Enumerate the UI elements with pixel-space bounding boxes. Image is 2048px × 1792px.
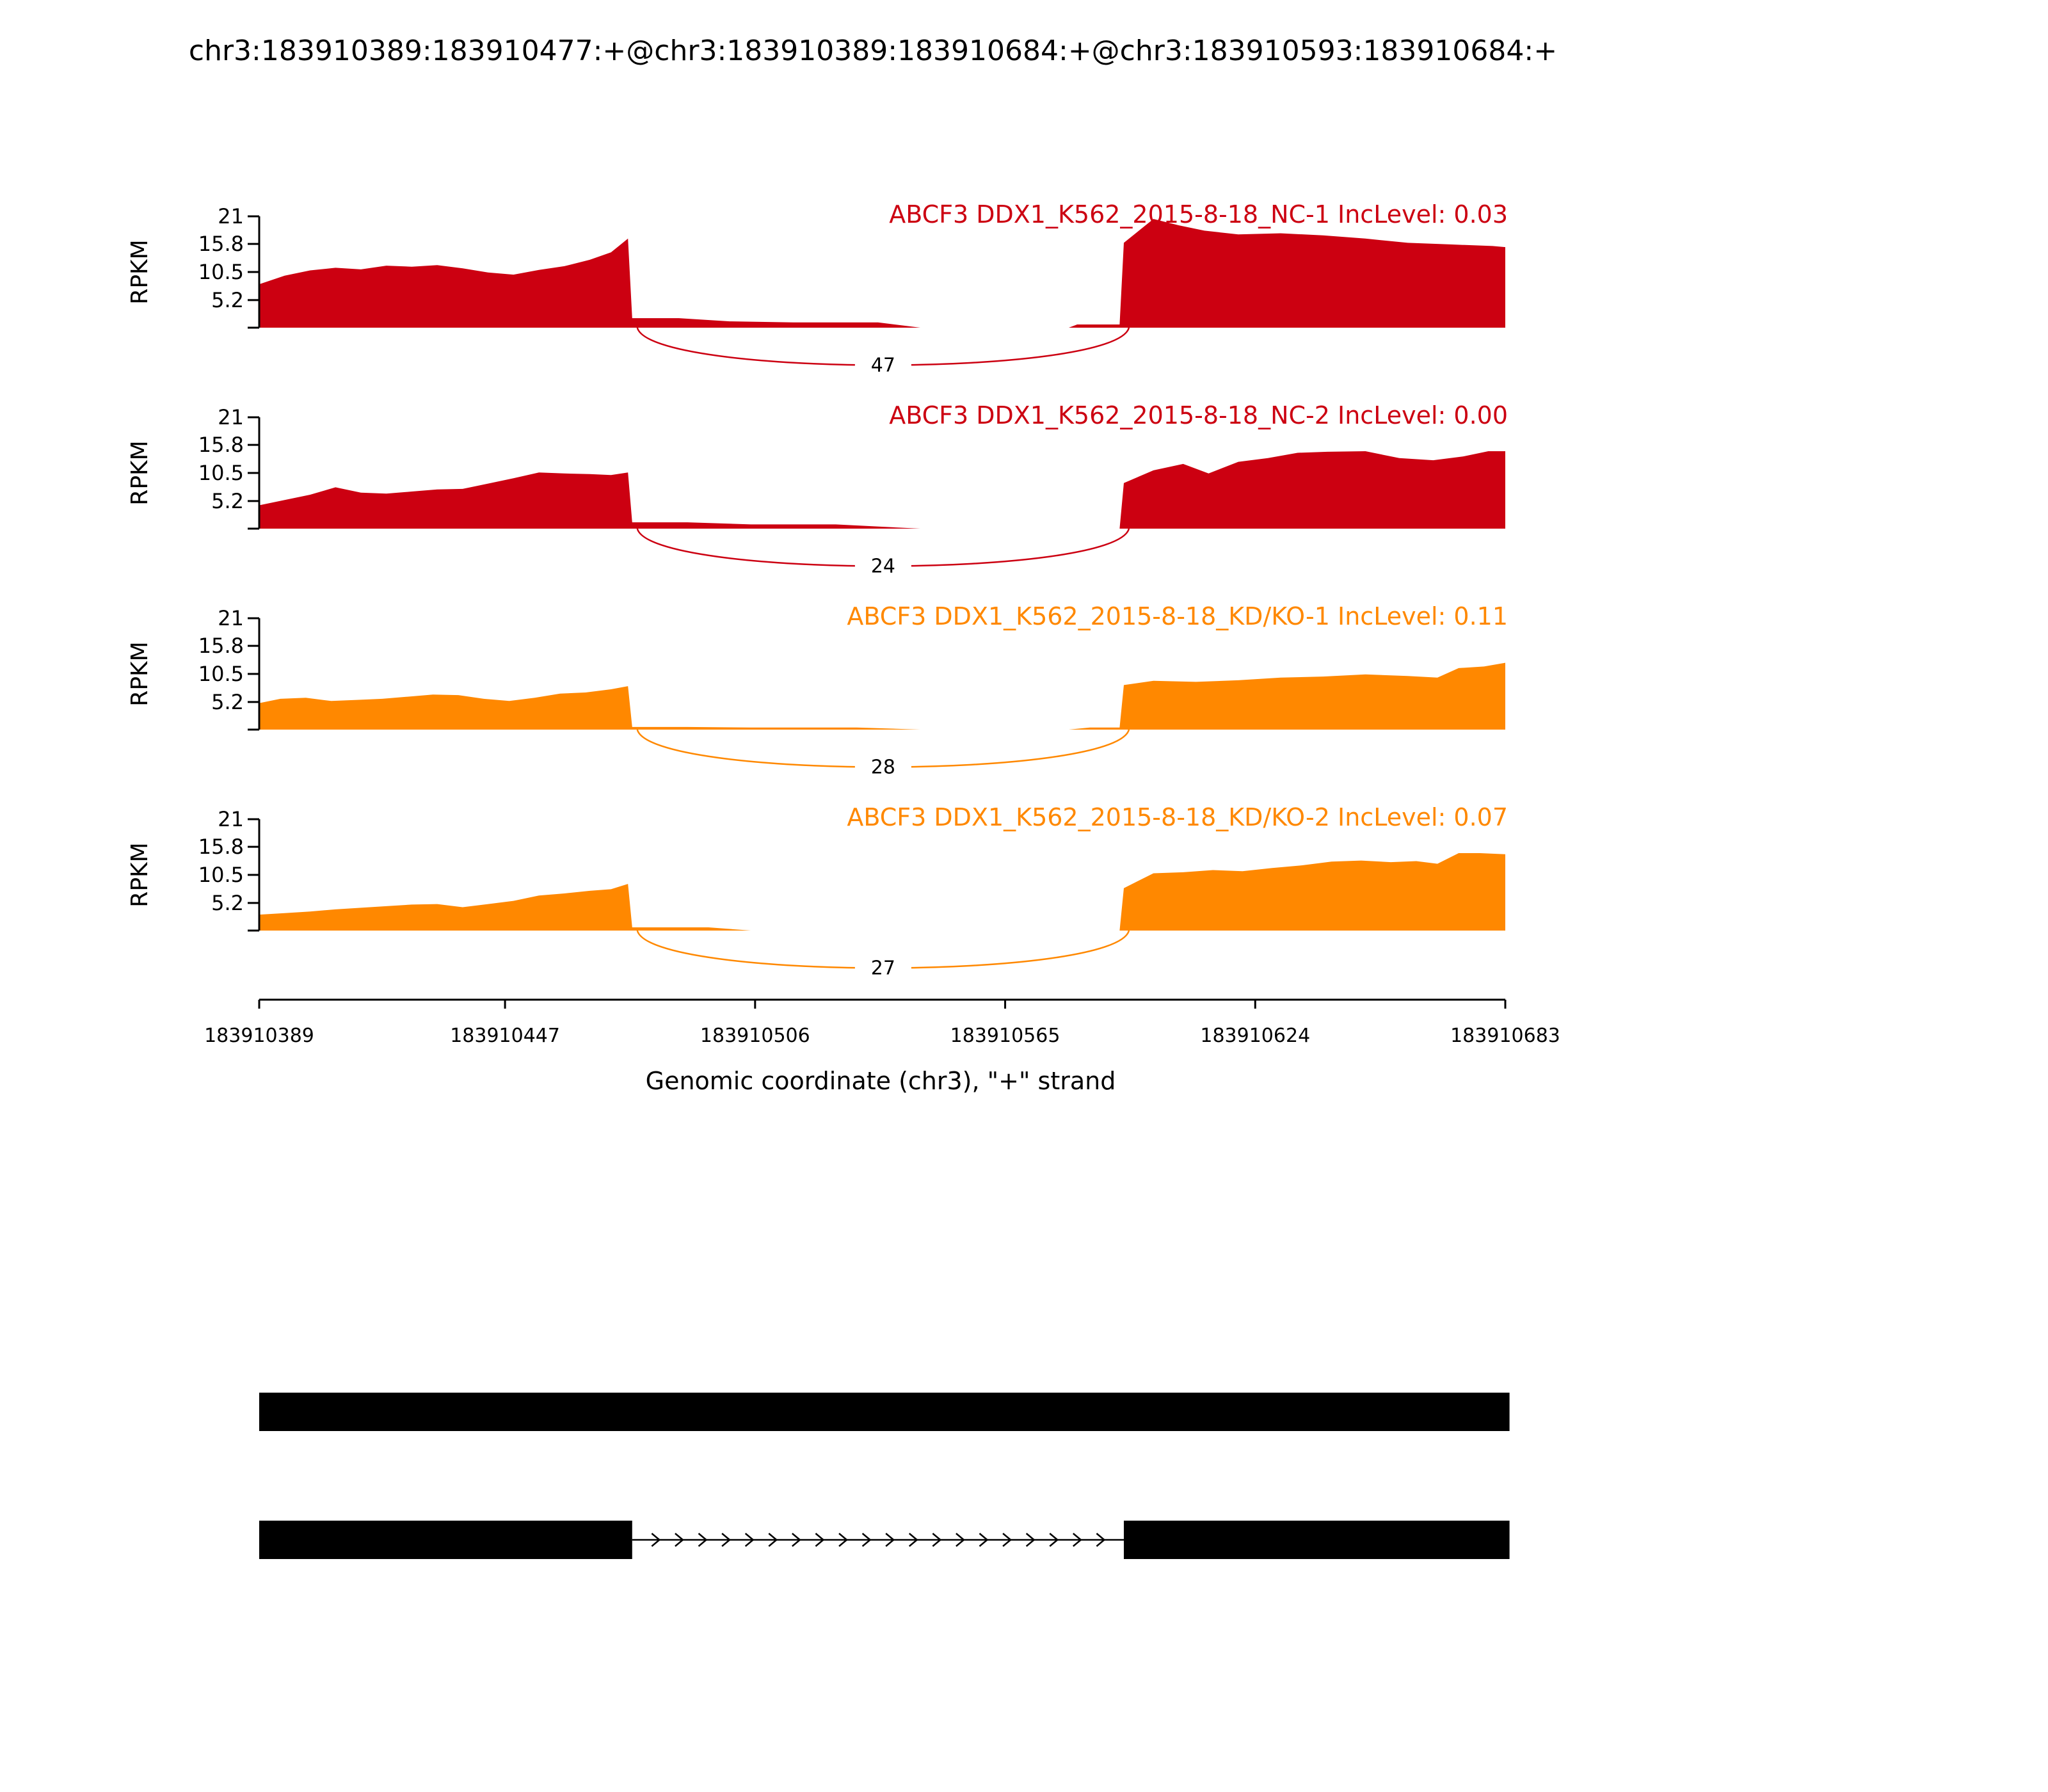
coverage-panels: 21 15.8 10.5 5.2 RPKM ABCF3 DDX1_K562_2015-8-…: [127, 200, 1508, 980]
strand-chevron-icon: [1073, 1533, 1082, 1547]
strand-chevron-icon: [721, 1533, 732, 1547]
strand-chevron-icon: [908, 1533, 918, 1547]
junction-count-3: 28: [871, 756, 895, 779]
sample-label-4: ABCF3 DDX1_K562_2015-8-18_KD/KO-2 IncLev…: [847, 803, 1508, 831]
junction-label-bg-1: [854, 351, 911, 377]
junction-count-2: 24: [871, 556, 895, 578]
isoform-2: [259, 1521, 1510, 1559]
y-tick-label-1-0: 21: [218, 204, 244, 228]
x-tick-label-4: 183910624: [1200, 1025, 1310, 1047]
y-tick-label-3-1: 15.8: [198, 634, 244, 658]
junction-count-4: 27: [871, 957, 895, 980]
y-tick-label-4-1: 15.8: [198, 835, 244, 859]
coverage-panel-1: 21 15.8 10.5 5.2 RPKM ABCF3 DDX1_K562_2015-8-…: [127, 200, 1508, 377]
y-tick-label-2-0: 21: [218, 405, 244, 429]
y-tick-label-1-2: 10.5: [198, 260, 244, 284]
junction-label-bg-4: [854, 954, 911, 980]
junction-count-1: 47: [871, 355, 895, 377]
strand-chevron-icon: [792, 1533, 801, 1547]
y-tick-label-2-1: 15.8: [198, 433, 244, 457]
exon-2-2: [1123, 1521, 1510, 1559]
coverage-area-1: [259, 219, 1505, 328]
y-tick-label-1-3: 5.2: [211, 288, 244, 312]
y-tick-label-3-0: 21: [218, 606, 244, 630]
strand-chevron-icon: [979, 1533, 989, 1547]
exon-1-1: [259, 1393, 1510, 1431]
y-tick-label-4-3: 5.2: [211, 891, 244, 915]
isoform-track: [259, 1393, 1510, 1559]
x-tick-label-2: 183910506: [700, 1025, 810, 1047]
strand-chevron-icon: [1049, 1533, 1059, 1547]
coverage-panel-2: 21 15.8 10.5 5.2 RPKM ABCF3 DDX1_K562_2015-8-…: [127, 401, 1508, 578]
strand-chevron-icon: [1096, 1533, 1106, 1547]
y-tick-label-2-3: 5.2: [211, 489, 244, 513]
x-tick-label-0: 183910389: [204, 1025, 314, 1047]
strand-chevron-icon: [815, 1533, 825, 1547]
coverage-area-2: [259, 451, 1505, 529]
coverage-area-4: [259, 853, 1505, 931]
x-axis: 183910389 183910447 183910506 183910565 1839…: [204, 998, 1560, 1047]
strand-chevron-icon: [744, 1533, 755, 1547]
sample-label-1: ABCF3 DDX1_K562_2015-8-18_NC-1 IncLevel:…: [889, 200, 1508, 228]
strand-chevron-icon: [932, 1533, 942, 1547]
isoform-1: [259, 1393, 1510, 1431]
strand-chevron-icon: [885, 1533, 895, 1547]
y-axis-label-3: RPKM: [127, 641, 153, 706]
junction-label-bg-2: [854, 552, 911, 578]
y-axis-label-1: RPKM: [127, 239, 153, 304]
x-axis-label: Genomic coordinate (chr3), "+" strand: [646, 1067, 1116, 1095]
strand-chevron-icon: [698, 1533, 708, 1547]
coverage-panel-4: 21 15.8 10.5 5.2 RPKM ABCF3 DDX1_K562_2015-8-…: [127, 803, 1508, 980]
strand-chevron-icon: [838, 1533, 848, 1547]
y-tick-label-2-2: 10.5: [198, 461, 244, 485]
y-tick-label-1-1: 15.8: [198, 232, 244, 256]
coverage-panel-3: 21 15.8 10.5 5.2 RPKM ABCF3 DDX1_K562_2015-8-…: [127, 602, 1508, 779]
strand-chevron-icon: [1002, 1533, 1012, 1547]
y-tick-label-4-0: 21: [218, 807, 244, 831]
x-tick-label-1: 183910447: [450, 1025, 560, 1047]
strand-chevron-icon: [1025, 1533, 1036, 1547]
exon-2-1: [259, 1521, 632, 1559]
y-tick-label-3-3: 5.2: [211, 690, 244, 714]
x-tick-label-5: 183910683: [1450, 1025, 1560, 1047]
y-tick-label-4-2: 10.5: [198, 863, 244, 887]
sample-label-2: ABCF3 DDX1_K562_2015-8-18_NC-2 IncLevel:…: [889, 401, 1508, 429]
sample-label-3: ABCF3 DDX1_K562_2015-8-18_KD/KO-1 IncLev…: [847, 602, 1508, 630]
strand-chevron-icon: [675, 1533, 684, 1547]
strand-chevron-icon: [768, 1533, 778, 1547]
chart-title: chr3:183910389:183910477:+@chr3:18391038…: [189, 35, 1557, 67]
coverage-area-3: [259, 662, 1505, 730]
y-tick-label-3-2: 10.5: [198, 662, 244, 686]
strand-chevron-icon: [861, 1533, 872, 1547]
strand-chevron-icon: [956, 1533, 965, 1547]
y-axis-label-2: RPKM: [127, 440, 153, 505]
junction-label-bg-3: [854, 753, 911, 779]
strand-chevron-icon: [651, 1533, 661, 1547]
y-axis-label-4: RPKM: [127, 842, 153, 907]
x-tick-label-3: 183910565: [950, 1025, 1060, 1047]
